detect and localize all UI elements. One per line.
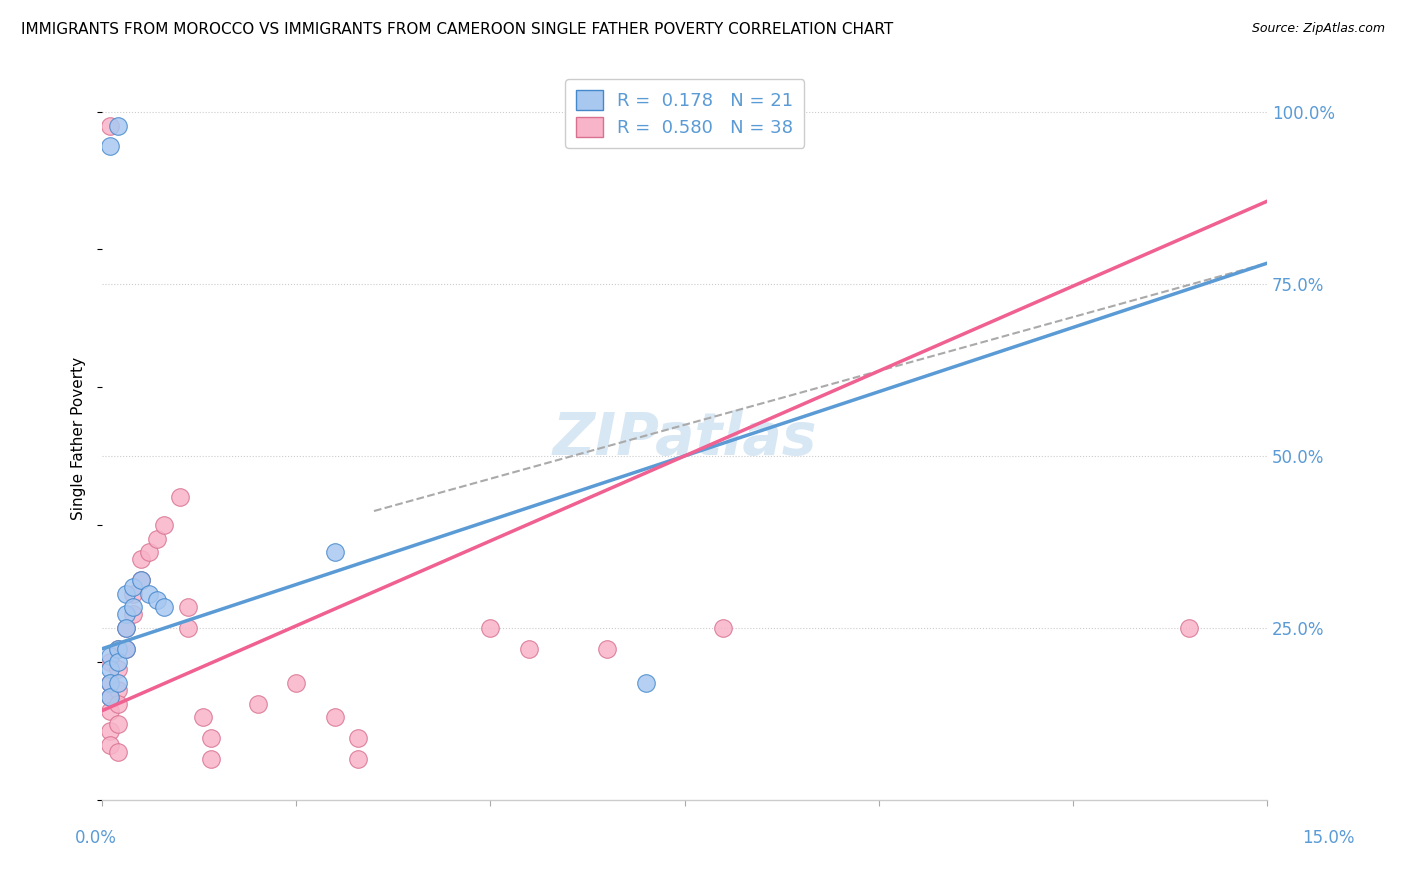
Text: Source: ZipAtlas.com: Source: ZipAtlas.com (1251, 22, 1385, 36)
Point (176, 600, 198, 615)
Point (246, 697, 269, 711)
Point (107, 641, 129, 656)
Legend: R =  0.178   N = 21, R =  0.580   N = 38: R = 0.178 N = 21, R = 0.580 N = 38 (565, 79, 804, 148)
Point (145, 532, 167, 546)
Point (98, 676, 121, 690)
Point (634, 676, 657, 690)
Point (98, 690, 121, 704)
Point (98, 662, 121, 676)
Text: 15.0%: 15.0% (1302, 829, 1355, 847)
Point (122, 580, 145, 594)
Point (98, 139, 121, 153)
Point (107, 676, 129, 690)
Point (114, 586, 136, 600)
Point (98, 724, 121, 739)
Point (479, 621, 502, 635)
Point (107, 662, 129, 676)
Point (98, 690, 121, 704)
Point (200, 731, 222, 746)
Point (129, 573, 152, 587)
Point (191, 710, 214, 724)
Point (107, 745, 129, 759)
Point (145, 593, 167, 607)
Point (176, 621, 198, 635)
Point (129, 552, 152, 566)
Point (285, 676, 308, 690)
Point (98, 648, 121, 663)
Point (153, 517, 176, 532)
Y-axis label: Single Father Poverty: Single Father Poverty (72, 357, 86, 520)
Point (596, 641, 619, 656)
Point (711, 621, 734, 635)
Point (107, 656, 129, 670)
Text: 0.0%: 0.0% (75, 829, 117, 847)
Point (1178, 621, 1201, 635)
Point (114, 641, 136, 656)
Point (107, 641, 129, 656)
Point (122, 586, 145, 600)
Point (122, 600, 145, 615)
Point (114, 621, 136, 635)
Point (107, 119, 129, 133)
Point (138, 545, 160, 559)
Point (107, 717, 129, 731)
Point (98, 656, 121, 670)
Point (114, 607, 136, 622)
Point (114, 621, 136, 635)
Text: IMMIGRANTS FROM MOROCCO VS IMMIGRANTS FROM CAMEROON SINGLE FATHER POVERTY CORREL: IMMIGRANTS FROM MOROCCO VS IMMIGRANTS FR… (21, 22, 893, 37)
Point (138, 586, 160, 600)
Point (323, 710, 346, 724)
Point (98, 119, 121, 133)
Point (114, 641, 136, 656)
Text: ZIPatlas: ZIPatlas (553, 410, 817, 467)
Point (323, 545, 346, 559)
Point (98, 676, 121, 690)
Point (107, 697, 129, 711)
Point (200, 752, 222, 766)
Point (107, 683, 129, 698)
Point (122, 607, 145, 622)
Point (153, 600, 176, 615)
Point (517, 641, 540, 656)
Point (347, 731, 370, 746)
Point (98, 738, 121, 752)
Point (169, 490, 191, 504)
Point (129, 573, 152, 587)
Point (347, 752, 370, 766)
Point (98, 704, 121, 718)
